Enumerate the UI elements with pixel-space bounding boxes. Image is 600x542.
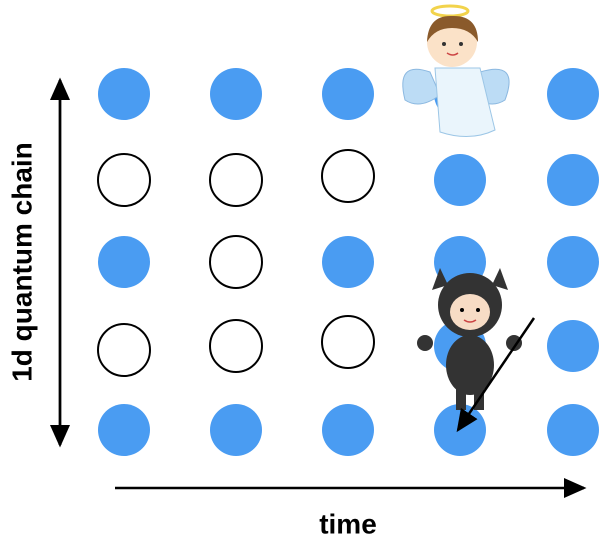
qubit-grid: [97, 68, 599, 456]
filled-site: [547, 68, 599, 120]
horizontal-label: time: [319, 508, 377, 539]
filled-site: [98, 68, 150, 120]
filled-site: [210, 68, 262, 120]
filled-site: [98, 236, 150, 288]
filled-site: [547, 154, 599, 206]
filled-site: [98, 404, 150, 456]
empty-site: [97, 323, 151, 377]
devil: [417, 268, 536, 433]
filled-site: [322, 404, 374, 456]
filled-site: [322, 236, 374, 288]
empty-site: [209, 153, 263, 207]
filled-site: [547, 236, 599, 288]
angel: [402, 4, 510, 137]
empty-site: [209, 235, 263, 289]
filled-site: [322, 68, 374, 120]
empty-site: [321, 149, 375, 203]
filled-site: [547, 320, 599, 372]
empty-site: [97, 153, 151, 207]
empty-site: [209, 319, 263, 373]
filled-site: [547, 404, 599, 456]
filled-site: [434, 404, 486, 456]
vertical-label: 1d quantum chain: [6, 142, 37, 382]
filled-site: [210, 404, 262, 456]
empty-site: [321, 315, 375, 369]
filled-site: [434, 154, 486, 206]
